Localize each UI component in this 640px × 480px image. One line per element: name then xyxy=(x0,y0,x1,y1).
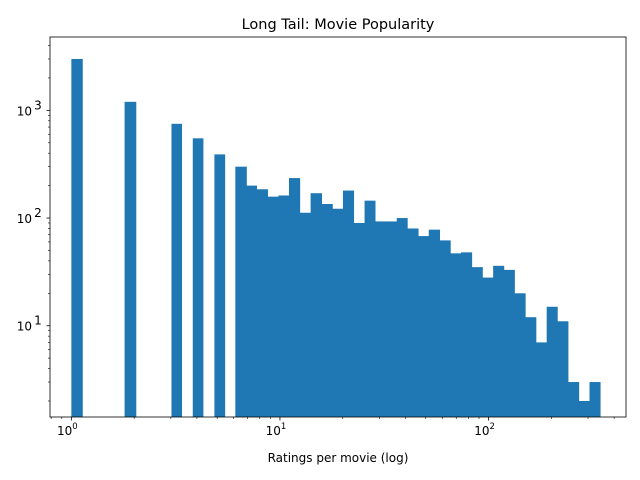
histogram-bar xyxy=(589,382,601,417)
y-tick-label: 10 xyxy=(17,320,32,334)
histogram-bar xyxy=(503,269,515,417)
histogram-bar xyxy=(256,189,268,417)
histogram-bar xyxy=(353,222,365,417)
y-tick-exponent: 2 xyxy=(34,206,42,220)
histogram-bar xyxy=(525,317,537,417)
histogram-bar xyxy=(471,267,483,417)
histogram-bar xyxy=(288,178,301,417)
histogram-bar xyxy=(482,277,494,417)
x-axis-label: Ratings per movie (log) xyxy=(268,451,409,465)
histogram-bar xyxy=(568,382,580,417)
histogram-bar xyxy=(342,190,355,417)
histogram-bar xyxy=(310,193,323,417)
chart-title: Long Tail: Movie Popularity xyxy=(242,17,435,33)
histogram-bar xyxy=(450,253,462,417)
histogram-bar xyxy=(171,123,183,417)
x-tick-label: 101 xyxy=(266,422,287,438)
y-tick-exponent: 3 xyxy=(34,98,42,112)
histogram-bar xyxy=(332,208,344,417)
histogram-bar xyxy=(71,58,83,417)
histogram-bar xyxy=(299,212,311,417)
histogram-bar xyxy=(407,228,419,417)
histogram-bar xyxy=(439,240,451,417)
histogram-bar xyxy=(364,200,376,417)
histogram-bar xyxy=(428,229,441,417)
histogram-bar xyxy=(214,154,226,417)
y-tick-label: 10 xyxy=(17,104,32,118)
y-tick-exponent: 1 xyxy=(34,314,42,328)
x-axis-ticks: 100 101 102 xyxy=(50,417,615,438)
histogram-bar xyxy=(321,204,333,417)
histogram-bar xyxy=(535,342,548,417)
histogram-bar xyxy=(267,196,279,417)
histogram-bar xyxy=(546,306,558,417)
histogram-bar xyxy=(235,166,247,417)
y-tick-label: 10 xyxy=(17,212,32,226)
histogram-bar xyxy=(278,195,290,417)
histogram-bar xyxy=(578,400,590,417)
histogram-bar xyxy=(396,218,408,417)
histogram-bar xyxy=(493,265,505,417)
x-tick-label: 102 xyxy=(474,422,495,438)
histogram-bar xyxy=(375,221,387,417)
x-tick-label: 100 xyxy=(57,422,78,438)
histogram-bar xyxy=(385,221,398,417)
histogram-bar xyxy=(461,252,473,417)
histogram-bar xyxy=(514,293,526,417)
plot-frame xyxy=(49,36,627,418)
histogram-bar xyxy=(192,138,204,417)
histogram-bar xyxy=(418,236,430,417)
histogram-bars xyxy=(71,58,601,417)
histogram-bar xyxy=(246,185,257,417)
histogram-bar xyxy=(124,101,137,417)
histogram-bar xyxy=(557,321,569,417)
